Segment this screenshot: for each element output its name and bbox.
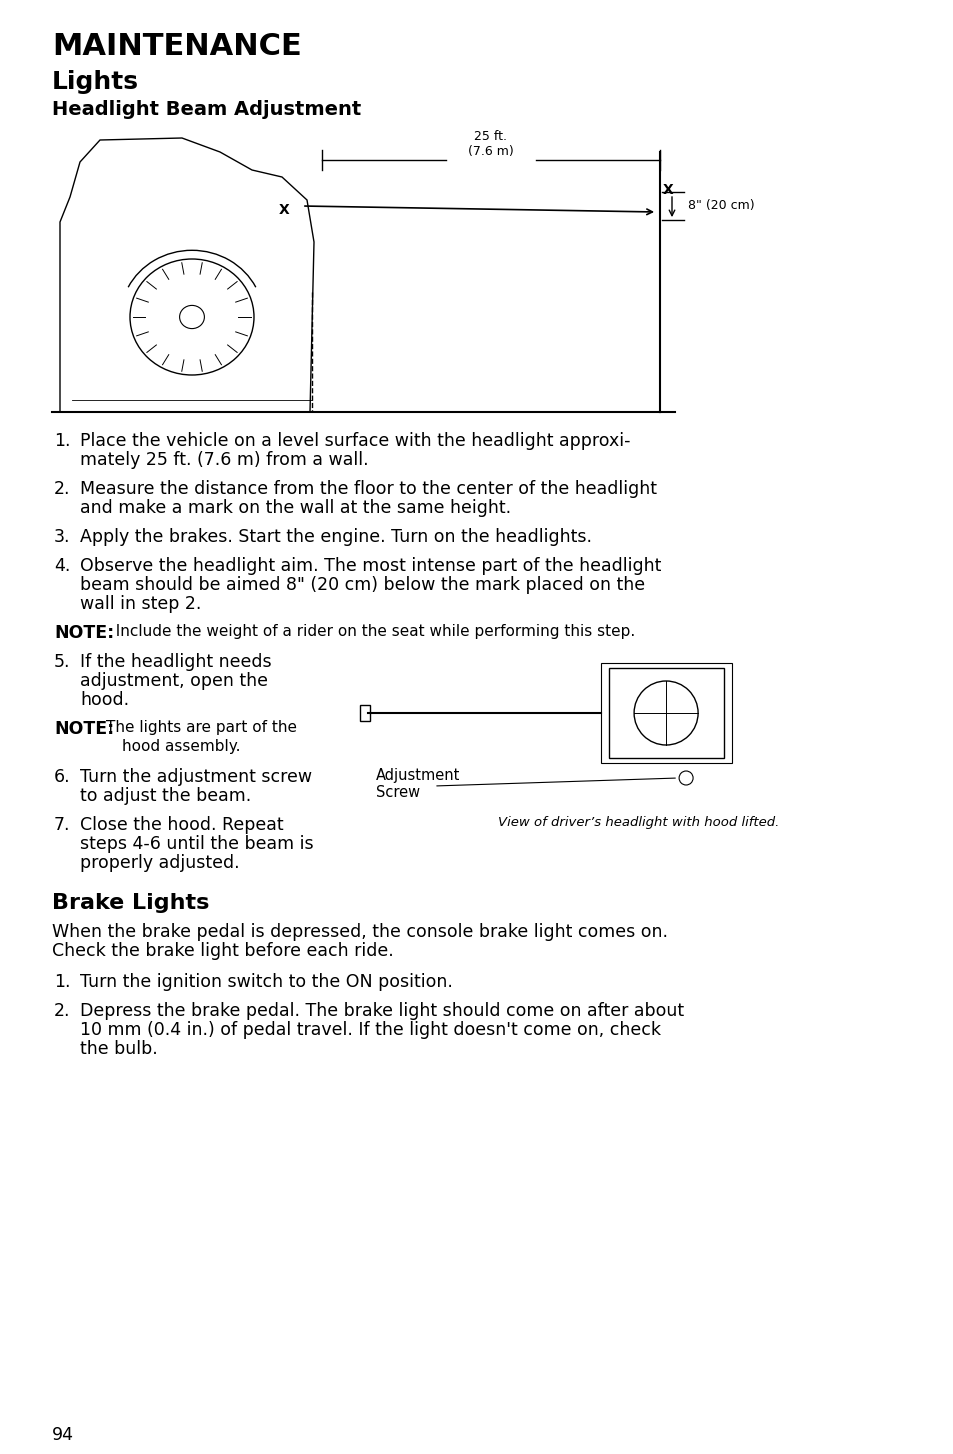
Text: The lights are part of the: The lights are part of the	[106, 720, 296, 736]
Text: 1.: 1.	[54, 432, 71, 449]
Text: Turn the ignition switch to the ON position.: Turn the ignition switch to the ON posit…	[80, 973, 453, 992]
Text: Turn the adjustment screw: Turn the adjustment screw	[80, 768, 312, 787]
Text: 4.: 4.	[54, 557, 71, 574]
Text: Lights: Lights	[52, 70, 139, 95]
Text: Brake Lights: Brake Lights	[52, 893, 209, 913]
Text: and make a mark on the wall at the same height.: and make a mark on the wall at the same …	[80, 499, 511, 518]
Bar	[608, 667, 722, 758]
Bar	[359, 705, 370, 721]
Text: hood assembly.: hood assembly.	[122, 739, 240, 755]
Text: Depress the brake pedal. The brake light should come on after about: Depress the brake pedal. The brake light…	[80, 1002, 683, 1021]
Text: NOTE:: NOTE:	[54, 624, 114, 643]
Text: 94: 94	[52, 1426, 74, 1444]
Text: adjustment, open the: adjustment, open the	[80, 672, 268, 691]
Text: Adjustment
Screw: Adjustment Screw	[375, 768, 460, 800]
Text: 2.: 2.	[54, 1002, 71, 1021]
Text: When the brake pedal is depressed, the console brake light comes on.: When the brake pedal is depressed, the c…	[52, 923, 667, 941]
Text: Observe the headlight aim. The most intense part of the headlight: Observe the headlight aim. The most inte…	[80, 557, 660, 574]
Text: 3.: 3.	[54, 528, 71, 547]
Text: 5.: 5.	[54, 653, 71, 670]
Text: Apply the brakes. Start the engine. Turn on the headlights.: Apply the brakes. Start the engine. Turn…	[80, 528, 592, 547]
Text: 2.: 2.	[54, 480, 71, 499]
Text: 10 mm (0.4 in.) of pedal travel. If the light doesn't come on, check: 10 mm (0.4 in.) of pedal travel. If the …	[80, 1021, 660, 1040]
Text: beam should be aimed 8" (20 cm) below the mark placed on the: beam should be aimed 8" (20 cm) below th…	[80, 576, 644, 595]
Text: NOTE:: NOTE:	[54, 720, 114, 739]
Text: View of driver’s headlight with hood lifted.: View of driver’s headlight with hood lif…	[497, 816, 779, 829]
Text: Headlight Beam Adjustment: Headlight Beam Adjustment	[52, 100, 361, 119]
Text: the bulb.: the bulb.	[80, 1040, 157, 1059]
Text: wall in step 2.: wall in step 2.	[80, 595, 201, 614]
Text: Include the weight of a rider on the seat while performing this step.: Include the weight of a rider on the sea…	[106, 624, 635, 638]
Text: 8" (20 cm): 8" (20 cm)	[687, 199, 754, 212]
Text: 25 ft.
(7.6 m): 25 ft. (7.6 m)	[468, 129, 514, 158]
Text: hood.: hood.	[80, 691, 129, 710]
Text: steps 4-6 until the beam is: steps 4-6 until the beam is	[80, 835, 314, 853]
Text: MAINTENANCE: MAINTENANCE	[52, 32, 301, 61]
Text: Check the brake light before each ride.: Check the brake light before each ride.	[52, 942, 394, 960]
Text: 1.: 1.	[54, 973, 71, 992]
Text: Place the vehicle on a level surface with the headlight approxi-: Place the vehicle on a level surface wit…	[80, 432, 630, 449]
Text: to adjust the beam.: to adjust the beam.	[80, 787, 251, 806]
Text: 7.: 7.	[54, 816, 71, 835]
Text: 6.: 6.	[54, 768, 71, 787]
Text: mately 25 ft. (7.6 m) from a wall.: mately 25 ft. (7.6 m) from a wall.	[80, 451, 368, 470]
Text: If the headlight needs: If the headlight needs	[80, 653, 272, 670]
Text: properly adjusted.: properly adjusted.	[80, 853, 239, 872]
Text: Close the hood. Repeat: Close the hood. Repeat	[80, 816, 283, 835]
Text: X: X	[278, 204, 289, 217]
Text: X: X	[662, 183, 673, 196]
Text: Measure the distance from the floor to the center of the headlight: Measure the distance from the floor to t…	[80, 480, 657, 499]
